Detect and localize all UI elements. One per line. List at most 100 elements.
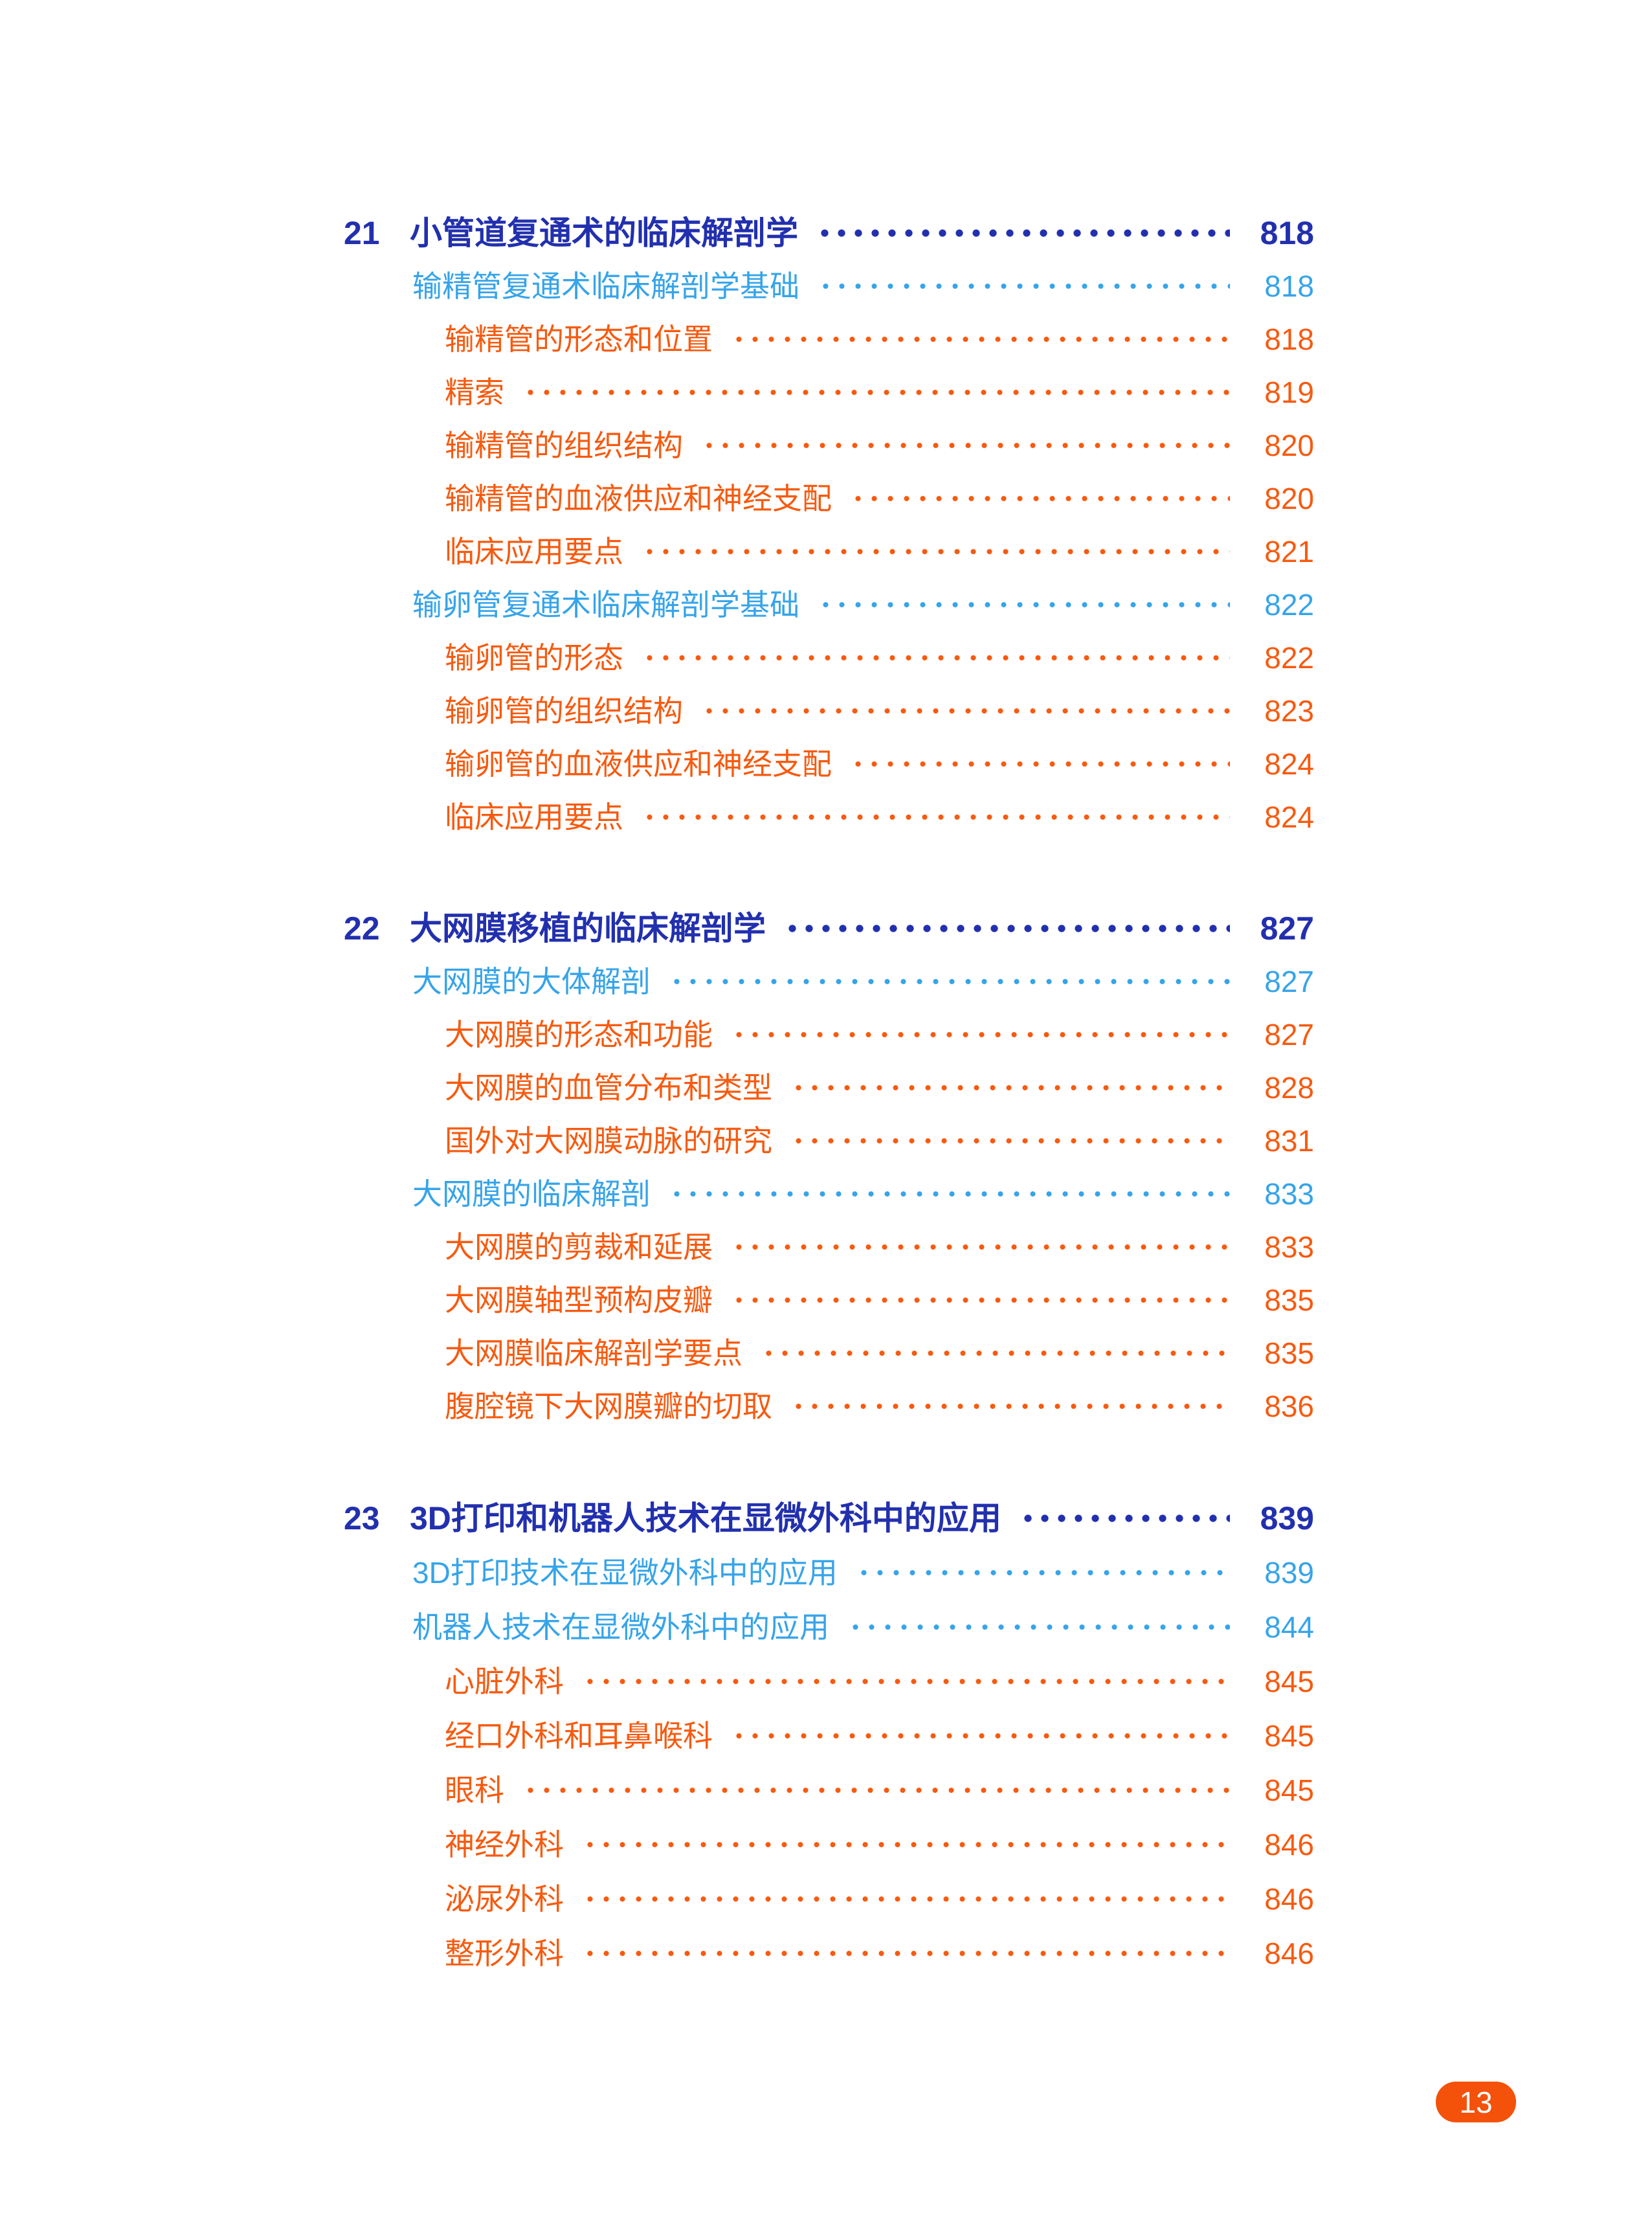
dot-leader: [790, 1114, 1230, 1167]
dot-leader: [642, 631, 1230, 684]
entry-label: 输卵管的组织结构: [445, 694, 683, 728]
entry-label: 输卵管的血液供应和神经支配: [445, 747, 832, 781]
toc-entry-row: 大网膜的剪裁和延展 833: [0, 1220, 1652, 1274]
page-number: 824: [1264, 800, 1314, 834]
entry-label: 大网膜的血管分布和类型: [445, 1071, 772, 1105]
toc-chapter-row: 22 大网膜移植的临床解剖学 827: [0, 902, 1652, 955]
toc-entry-row: 输卵管复通术临床解剖学基础 822: [0, 578, 1652, 631]
page-number: 822: [1264, 588, 1314, 622]
entry-label: 大网膜临床解剖学要点: [445, 1336, 742, 1370]
chapter-title: 小管道复通术的临床解剖学: [410, 215, 798, 251]
dot-leader: [642, 525, 1230, 578]
toc-entry-row: 大网膜轴型预构皮瓣 835: [0, 1274, 1652, 1327]
page-number: 818: [1260, 215, 1314, 251]
chapter-number: 22: [344, 910, 380, 947]
toc-entry-row: 整形外科 846: [0, 1926, 1652, 1981]
page-number: 821: [1264, 535, 1314, 568]
page-number: 836: [1264, 1389, 1314, 1423]
toc-entry-row: 大网膜临床解剖学要点 835: [0, 1327, 1652, 1380]
toc-entry-row: 输卵管的形态 822: [0, 631, 1652, 684]
entry-label: 大网膜的剪裁和延展: [445, 1230, 713, 1264]
entry-label: 输卵管的形态: [445, 641, 623, 675]
chapter-title: 3D打印和机器人技术在显微外科中的应用: [410, 1500, 1001, 1536]
entry-label: 腹腔镜下大网膜瓣的切取: [445, 1389, 772, 1423]
toc-entry-row: 输精管复通术临床解剖学基础 818: [0, 260, 1652, 313]
toc-chapter-row: 23 3D打印和机器人技术在显微外科中的应用 839: [0, 1491, 1652, 1546]
entry-label: 临床应用要点: [445, 800, 623, 834]
dot-leader: [731, 1220, 1230, 1274]
page-number: 845: [1264, 1665, 1314, 1698]
toc-entry-row: 临床应用要点 824: [0, 791, 1652, 844]
dot-leader: [522, 1763, 1230, 1817]
toc-entry-row: 输卵管的组织结构 823: [0, 684, 1652, 737]
dot-leader: [790, 1380, 1230, 1433]
dot-leader: [1019, 1491, 1230, 1546]
dot-leader: [731, 1008, 1230, 1061]
entry-label: 眼科: [445, 1773, 504, 1807]
chapter-title: 大网膜移植的临床解剖学: [410, 910, 766, 947]
entry-label: 机器人技术在显微外科中的应用: [412, 1610, 829, 1644]
page-number: 823: [1264, 694, 1314, 728]
dot-leader: [818, 578, 1230, 631]
toc-entry-row: 腹腔镜下大网膜瓣的切取 836: [0, 1380, 1652, 1433]
toc-entry-row: 国外对大网膜动脉的研究 831: [0, 1114, 1652, 1167]
page-badge-label: 13: [1459, 2085, 1493, 2119]
toc-entry-row: 心脏外科 845: [0, 1654, 1652, 1709]
page-number: 846: [1264, 1937, 1314, 1970]
dot-leader: [669, 955, 1230, 1008]
page-number: 835: [1264, 1283, 1314, 1317]
page-number: 818: [1264, 322, 1314, 356]
entry-label: 神经外科: [445, 1828, 564, 1861]
toc-entry-row: 眼科 845: [0, 1763, 1652, 1817]
dot-leader: [731, 313, 1230, 366]
page-number: 827: [1264, 965, 1314, 998]
page-number: 839: [1264, 1556, 1314, 1590]
dot-leader: [522, 366, 1230, 419]
page-number: 820: [1264, 429, 1314, 462]
dot-leader: [816, 207, 1230, 260]
entry-label: 经口外科和耳鼻喉科: [445, 1719, 713, 1753]
toc-entry-row: 经口外科和耳鼻喉科 845: [0, 1709, 1652, 1763]
page-number: 828: [1264, 1071, 1314, 1105]
section-gap: [0, 1433, 1652, 1491]
toc-entry-row: 输精管的形态和位置 818: [0, 313, 1652, 366]
toc-entry-row: 大网膜的形态和功能 827: [0, 1008, 1652, 1061]
dot-leader: [818, 260, 1230, 313]
dot-leader: [582, 1872, 1230, 1926]
page-number: 846: [1264, 1828, 1314, 1861]
dot-leader: [790, 1061, 1230, 1114]
entry-label: 精索: [445, 376, 504, 409]
entry-label: 大网膜的临床解剖: [412, 1177, 651, 1211]
page-number: 831: [1264, 1124, 1314, 1158]
toc-entry-row: 3D打印技术在显微外科中的应用 839: [0, 1546, 1652, 1600]
page-number: 845: [1264, 1773, 1314, 1807]
toc-entry-row: 输卵管的血液供应和神经支配 824: [0, 737, 1652, 791]
dot-leader: [850, 472, 1230, 525]
dot-leader: [582, 1817, 1230, 1872]
dot-leader: [642, 791, 1230, 844]
section-gap: [0, 844, 1652, 902]
chapter-number: 21: [344, 215, 380, 251]
dot-leader: [847, 1600, 1230, 1654]
dot-leader: [850, 737, 1230, 791]
page-number: 846: [1264, 1882, 1314, 1916]
toc-entry-row: 神经外科 846: [0, 1817, 1652, 1872]
toc-entry-row: 大网膜的临床解剖 833: [0, 1167, 1652, 1220]
entry-label: 大网膜轴型预构皮瓣: [445, 1283, 713, 1317]
chapter-number: 23: [344, 1500, 380, 1536]
toc-entry-row: 大网膜的血管分布和类型 828: [0, 1061, 1652, 1114]
page-number: 833: [1264, 1177, 1314, 1211]
entry-label: 输卵管复通术临床解剖学基础: [412, 588, 799, 622]
dot-leader: [761, 1327, 1230, 1380]
entry-label: 整形外科: [445, 1937, 564, 1970]
page-number: 820: [1264, 482, 1314, 515]
entry-label: 输精管的血液供应和神经支配: [445, 482, 832, 515]
page-number: 824: [1264, 747, 1314, 781]
page-number: 819: [1264, 376, 1314, 409]
page-number: 839: [1260, 1500, 1314, 1536]
entry-label: 泌尿外科: [445, 1882, 564, 1916]
dot-leader: [784, 902, 1230, 955]
dot-leader: [582, 1926, 1230, 1981]
table-of-contents: 21 小管道复通术的临床解剖学 818 输精管复通术临床解剖学基础 818 输精…: [0, 207, 1652, 1981]
toc-entry-row: 输精管的血液供应和神经支配 820: [0, 472, 1652, 525]
